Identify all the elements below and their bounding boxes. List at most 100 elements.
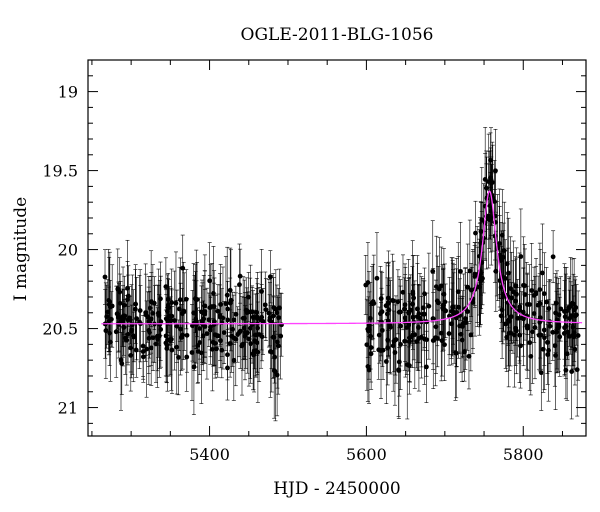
data-point bbox=[385, 337, 391, 343]
data-point bbox=[178, 326, 183, 332]
data-point bbox=[218, 301, 224, 307]
data-point bbox=[113, 329, 119, 335]
data-point bbox=[127, 315, 132, 321]
data-point bbox=[569, 369, 575, 374]
chart-title: OGLE-2011-BLG-1056 bbox=[241, 25, 434, 45]
data-point bbox=[103, 328, 109, 334]
x-axis-label: HJD - 2450000 bbox=[273, 479, 401, 499]
data-point bbox=[202, 311, 208, 317]
data-point bbox=[169, 300, 175, 305]
data-point bbox=[198, 350, 204, 356]
data-point bbox=[541, 327, 547, 333]
data-point bbox=[462, 349, 467, 355]
data-point bbox=[466, 353, 472, 359]
data-point bbox=[562, 314, 568, 320]
data-point bbox=[406, 310, 411, 316]
data-point bbox=[553, 300, 559, 306]
data-point bbox=[518, 343, 523, 349]
data-point bbox=[572, 346, 578, 352]
data-point bbox=[417, 315, 423, 321]
data-point bbox=[566, 305, 572, 310]
data-point bbox=[383, 359, 389, 364]
data-point bbox=[536, 332, 542, 338]
data-point bbox=[489, 179, 495, 185]
data-point bbox=[570, 333, 575, 339]
data-point bbox=[545, 352, 551, 357]
data-point bbox=[430, 268, 436, 274]
x-tick-label: 5800 bbox=[503, 445, 544, 464]
data-point bbox=[493, 168, 498, 174]
data-point bbox=[498, 285, 504, 290]
data-point bbox=[396, 368, 402, 374]
data-point bbox=[467, 268, 473, 274]
data-point bbox=[390, 298, 395, 303]
data-point bbox=[121, 302, 127, 308]
data-point bbox=[128, 345, 134, 351]
data-point bbox=[554, 329, 559, 335]
data-point bbox=[378, 296, 384, 301]
data-point bbox=[440, 305, 445, 311]
data-point bbox=[532, 325, 538, 330]
data-point bbox=[212, 332, 218, 338]
data-point bbox=[458, 331, 464, 337]
data-point bbox=[537, 315, 543, 321]
data-point bbox=[455, 289, 461, 295]
data-point bbox=[157, 322, 163, 327]
data-point bbox=[180, 265, 186, 271]
data-point bbox=[521, 282, 526, 288]
data-point bbox=[454, 315, 459, 321]
data-point bbox=[416, 335, 422, 341]
y-tick-label: 19.5 bbox=[42, 162, 78, 181]
data-point bbox=[514, 291, 519, 297]
data-point bbox=[148, 316, 154, 322]
data-point bbox=[503, 321, 509, 327]
y-tick-label: 20.5 bbox=[42, 320, 78, 339]
data-point bbox=[246, 294, 252, 300]
data-point bbox=[433, 284, 439, 290]
data-point bbox=[505, 317, 511, 323]
data-point bbox=[165, 337, 170, 343]
data-point bbox=[227, 341, 233, 346]
data-point bbox=[508, 330, 513, 336]
data-point bbox=[137, 308, 143, 313]
data-point bbox=[271, 305, 276, 310]
data-point bbox=[535, 302, 541, 308]
data-point bbox=[235, 332, 241, 337]
data-point bbox=[230, 326, 236, 332]
data-point bbox=[191, 364, 197, 370]
data-point bbox=[473, 230, 478, 236]
data-point bbox=[221, 330, 227, 335]
data-point bbox=[380, 347, 386, 353]
data-point bbox=[499, 232, 505, 238]
data-point bbox=[571, 307, 577, 313]
y-tick-label: 20 bbox=[58, 241, 78, 260]
data-point bbox=[154, 333, 160, 339]
data-point bbox=[239, 343, 245, 349]
data-point bbox=[442, 342, 447, 348]
data-point bbox=[374, 275, 380, 281]
data-point bbox=[472, 274, 478, 279]
data-point bbox=[379, 309, 385, 315]
data-point bbox=[195, 343, 201, 348]
data-point bbox=[544, 299, 549, 305]
data-point bbox=[210, 346, 215, 352]
data-point bbox=[434, 298, 440, 304]
data-point bbox=[387, 322, 393, 328]
data-point bbox=[401, 306, 407, 312]
y-tick-label: 19 bbox=[58, 83, 78, 102]
data-point bbox=[225, 365, 230, 371]
data-point bbox=[569, 300, 575, 306]
data-point bbox=[270, 334, 276, 340]
data-point bbox=[184, 354, 190, 360]
model-curve bbox=[101, 190, 583, 325]
data-point bbox=[180, 332, 186, 338]
data-point bbox=[267, 315, 273, 321]
data-point bbox=[115, 286, 121, 292]
data-point bbox=[492, 199, 497, 204]
data-point bbox=[217, 314, 223, 320]
data-point bbox=[204, 331, 210, 337]
data-point bbox=[224, 292, 230, 298]
data-point bbox=[129, 328, 134, 334]
data-point bbox=[368, 351, 374, 357]
data-point bbox=[146, 327, 152, 333]
